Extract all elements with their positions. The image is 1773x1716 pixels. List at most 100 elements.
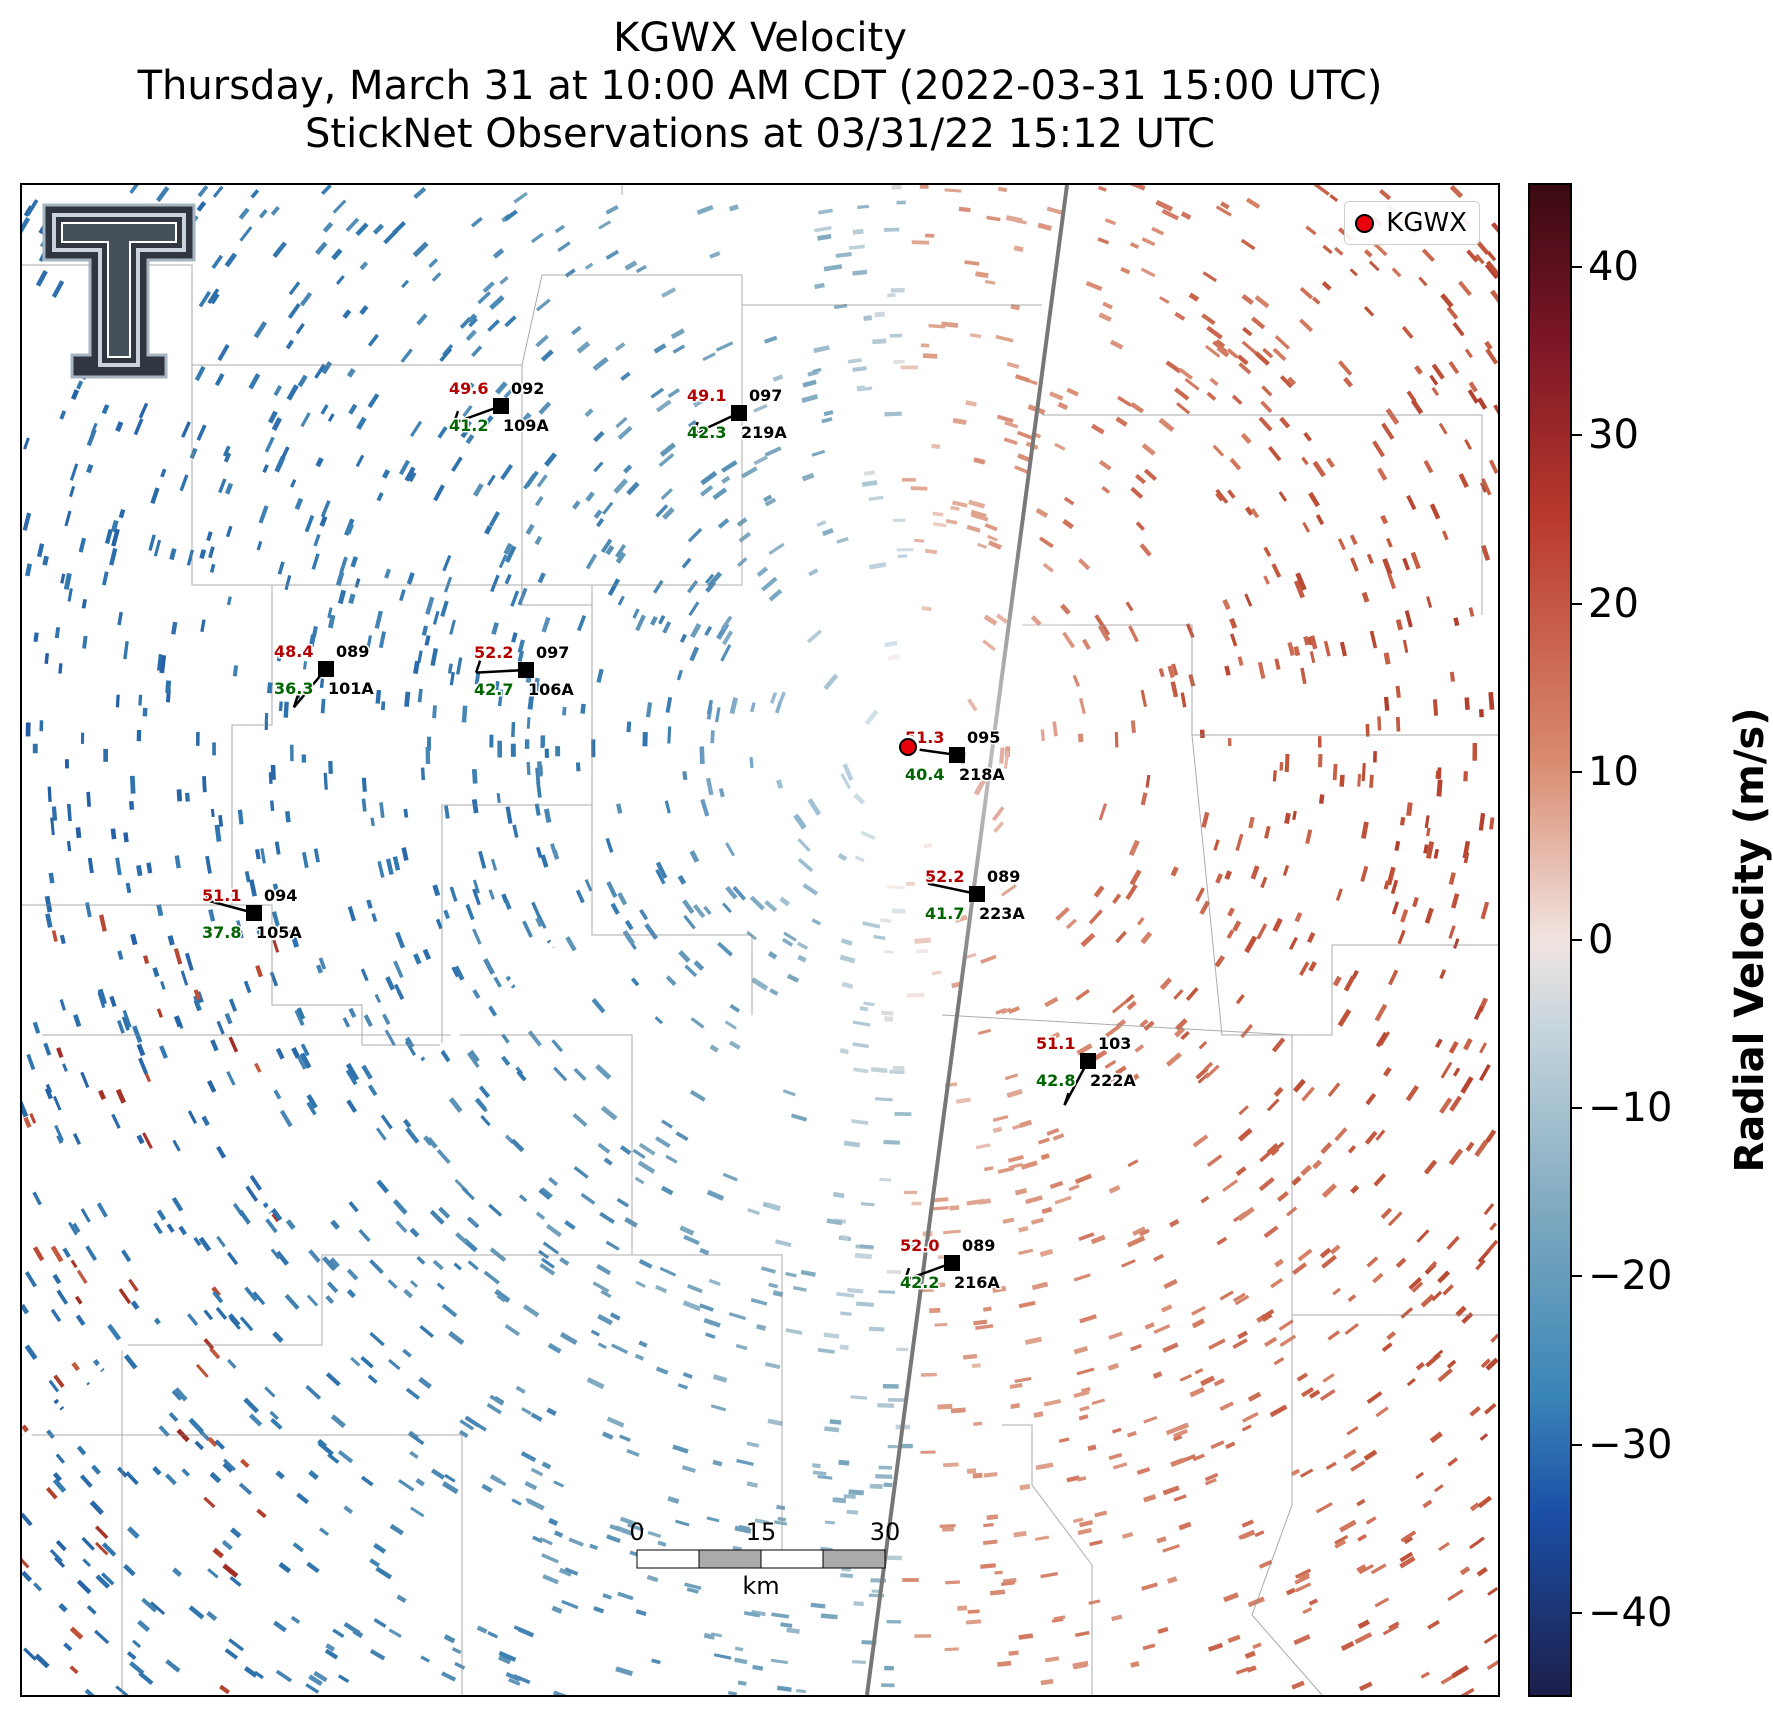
station-marker[interactable] [949, 747, 965, 763]
map-legend: KGWX [1344, 201, 1480, 245]
colorbar-tick-mark [1572, 1611, 1582, 1614]
sticknet-stations: 49.6 092 41.2 109A 49.1 097 42.3 219A 48.4 089 36.… [201, 378, 1138, 1294]
station-dewpoint: 40.4 [905, 765, 944, 784]
station-temperature: 52.2 [925, 867, 964, 886]
station-marker[interactable] [969, 886, 985, 902]
colorbar-tick-mark [1572, 770, 1582, 773]
wind-barb [927, 882, 978, 896]
station-marker[interactable] [518, 662, 534, 678]
station-dewpoint: 42.2 [900, 1273, 939, 1292]
texas-tech-logo [42, 203, 196, 379]
scale-tick-30: 30 [870, 1518, 901, 1546]
scale-bar: 0 15 30 km [629, 1518, 900, 1600]
station-wind-direction: 089 [336, 642, 369, 661]
wind-barb-flag [474, 660, 482, 673]
colorbar [1528, 183, 1572, 1697]
figure-title: KGWX Velocity Thursday, March 31 at 10:0… [0, 14, 1520, 158]
station-dewpoint: 37.8 [202, 923, 241, 942]
station-marker[interactable] [1080, 1053, 1096, 1069]
station-marker[interactable] [944, 1255, 960, 1271]
wind-barb-flag [692, 421, 699, 435]
wind-barb-flag [926, 871, 934, 884]
radar-map-canvas: 49.6 092 41.2 109A 49.1 097 42.3 219A 48.4 089 36.… [22, 185, 1498, 1695]
station-wind-direction: 092 [511, 379, 544, 398]
radar-site-legend-icon [1355, 213, 1375, 233]
station-wind-direction: 095 [967, 728, 1000, 747]
station-id: 218A [959, 765, 1005, 784]
scale-tick-0: 0 [629, 1518, 644, 1546]
station-plot[interactable]: 51.1 094 37.8 105A [201, 885, 304, 944]
station-plot[interactable]: 48.4 089 36.3 101A [273, 641, 376, 709]
colorbar-tick-mark [1572, 602, 1582, 605]
station-temperature: 51.1 [1036, 1034, 1075, 1053]
wind-barb [205, 898, 255, 915]
station-temperature: 48.4 [274, 642, 313, 661]
station-id: 222A [1090, 1071, 1136, 1090]
station-dewpoint: 41.2 [449, 416, 488, 435]
station-temperature: 49.6 [449, 379, 488, 398]
station-id: 105A [256, 923, 302, 942]
station-plot[interactable]: 52.0 089 42.2 216A [899, 1235, 1002, 1294]
station-plot[interactable]: 51.1 103 42.8 222A [1035, 1033, 1138, 1106]
station-marker[interactable] [318, 661, 334, 677]
station-wind-direction: 094 [264, 886, 297, 905]
station-wind-direction: 103 [1098, 1034, 1131, 1053]
station-wind-direction: 097 [749, 386, 782, 405]
station-marker[interactable] [493, 398, 509, 414]
station-id: 101A [328, 679, 374, 698]
station-id: 216A [954, 1273, 1000, 1292]
colorbar-label: Radial Velocity (m/s) [1727, 707, 1773, 1173]
station-dewpoint: 41.7 [925, 904, 964, 923]
title-line-2: Thursday, March 31 at 10:00 AM CDT (2022… [137, 63, 1383, 109]
wind-barb-flag [1063, 1092, 1070, 1106]
colorbar-tick-mark [1572, 939, 1582, 941]
station-wind-direction: 089 [962, 1236, 995, 1255]
colorbar-tick-label: 30 [1588, 412, 1639, 459]
colorbar-tick-mark [1572, 1275, 1582, 1278]
colorbar-tick-label: 0 [1588, 917, 1614, 963]
colorbar-tick-mark [1572, 1443, 1582, 1446]
station-marker[interactable] [246, 905, 262, 921]
station-wind-direction: 097 [536, 643, 569, 662]
station-plot[interactable]: 52.2 089 41.7 223A [924, 866, 1027, 925]
colorbar-tick-label: 20 [1588, 580, 1639, 627]
station-temperature: 51.1 [202, 886, 241, 905]
title-line-1: KGWX Velocity [613, 15, 907, 61]
wind-barb-flag [903, 1267, 911, 1281]
colorbar-tick-label: −10 [1588, 1085, 1673, 1132]
colorbar-tick-label: 10 [1588, 748, 1639, 795]
station-wind-direction: 089 [987, 867, 1020, 886]
station-plot[interactable]: 49.1 097 42.3 219A [686, 385, 789, 444]
scale-unit: km [742, 1572, 779, 1600]
station-id: 223A [979, 904, 1025, 923]
radar-site-marker[interactable] [899, 738, 917, 756]
wind-barb-flag [292, 694, 300, 708]
station-id: 219A [741, 423, 787, 442]
station-plot[interactable]: 52.2 097 42.7 106A [473, 642, 576, 701]
radar-map[interactable]: 49.6 092 41.2 109A 49.1 097 42.3 219A 48.4 089 36.… [20, 183, 1500, 1697]
station-id: 109A [503, 416, 549, 435]
wind-barb-flag [204, 887, 211, 901]
colorbar-tick-label: −40 [1588, 1589, 1673, 1636]
colorbar-tick-mark [1572, 1107, 1582, 1110]
station-plot[interactable]: 49.6 092 41.2 109A [448, 378, 551, 437]
scale-tick-15: 15 [746, 1518, 777, 1546]
station-dewpoint: 36.3 [274, 679, 313, 698]
station-dewpoint: 42.7 [474, 680, 513, 699]
radial-gap [22, 932, 565, 1443]
station-temperature: 52.2 [474, 643, 513, 662]
station-id: 106A [528, 680, 574, 699]
wind-barb-flag [452, 410, 460, 424]
station-dewpoint: 42.8 [1036, 1071, 1075, 1090]
colorbar-tick-label: −20 [1588, 1253, 1673, 1300]
colorbar-tick-label: 40 [1588, 244, 1639, 291]
colorbar-tick-mark [1572, 266, 1582, 269]
colorbar-tick-mark [1572, 434, 1582, 437]
station-temperature: 52.0 [900, 1236, 939, 1255]
colorbar-tick-label: −30 [1588, 1421, 1673, 1468]
wind-barb [476, 668, 527, 674]
legend-label: KGWX [1386, 208, 1467, 238]
station-dewpoint: 42.3 [687, 423, 726, 442]
title-line-3: StickNet Observations at 03/31/22 15:12 … [305, 111, 1215, 157]
station-marker[interactable] [731, 405, 747, 421]
